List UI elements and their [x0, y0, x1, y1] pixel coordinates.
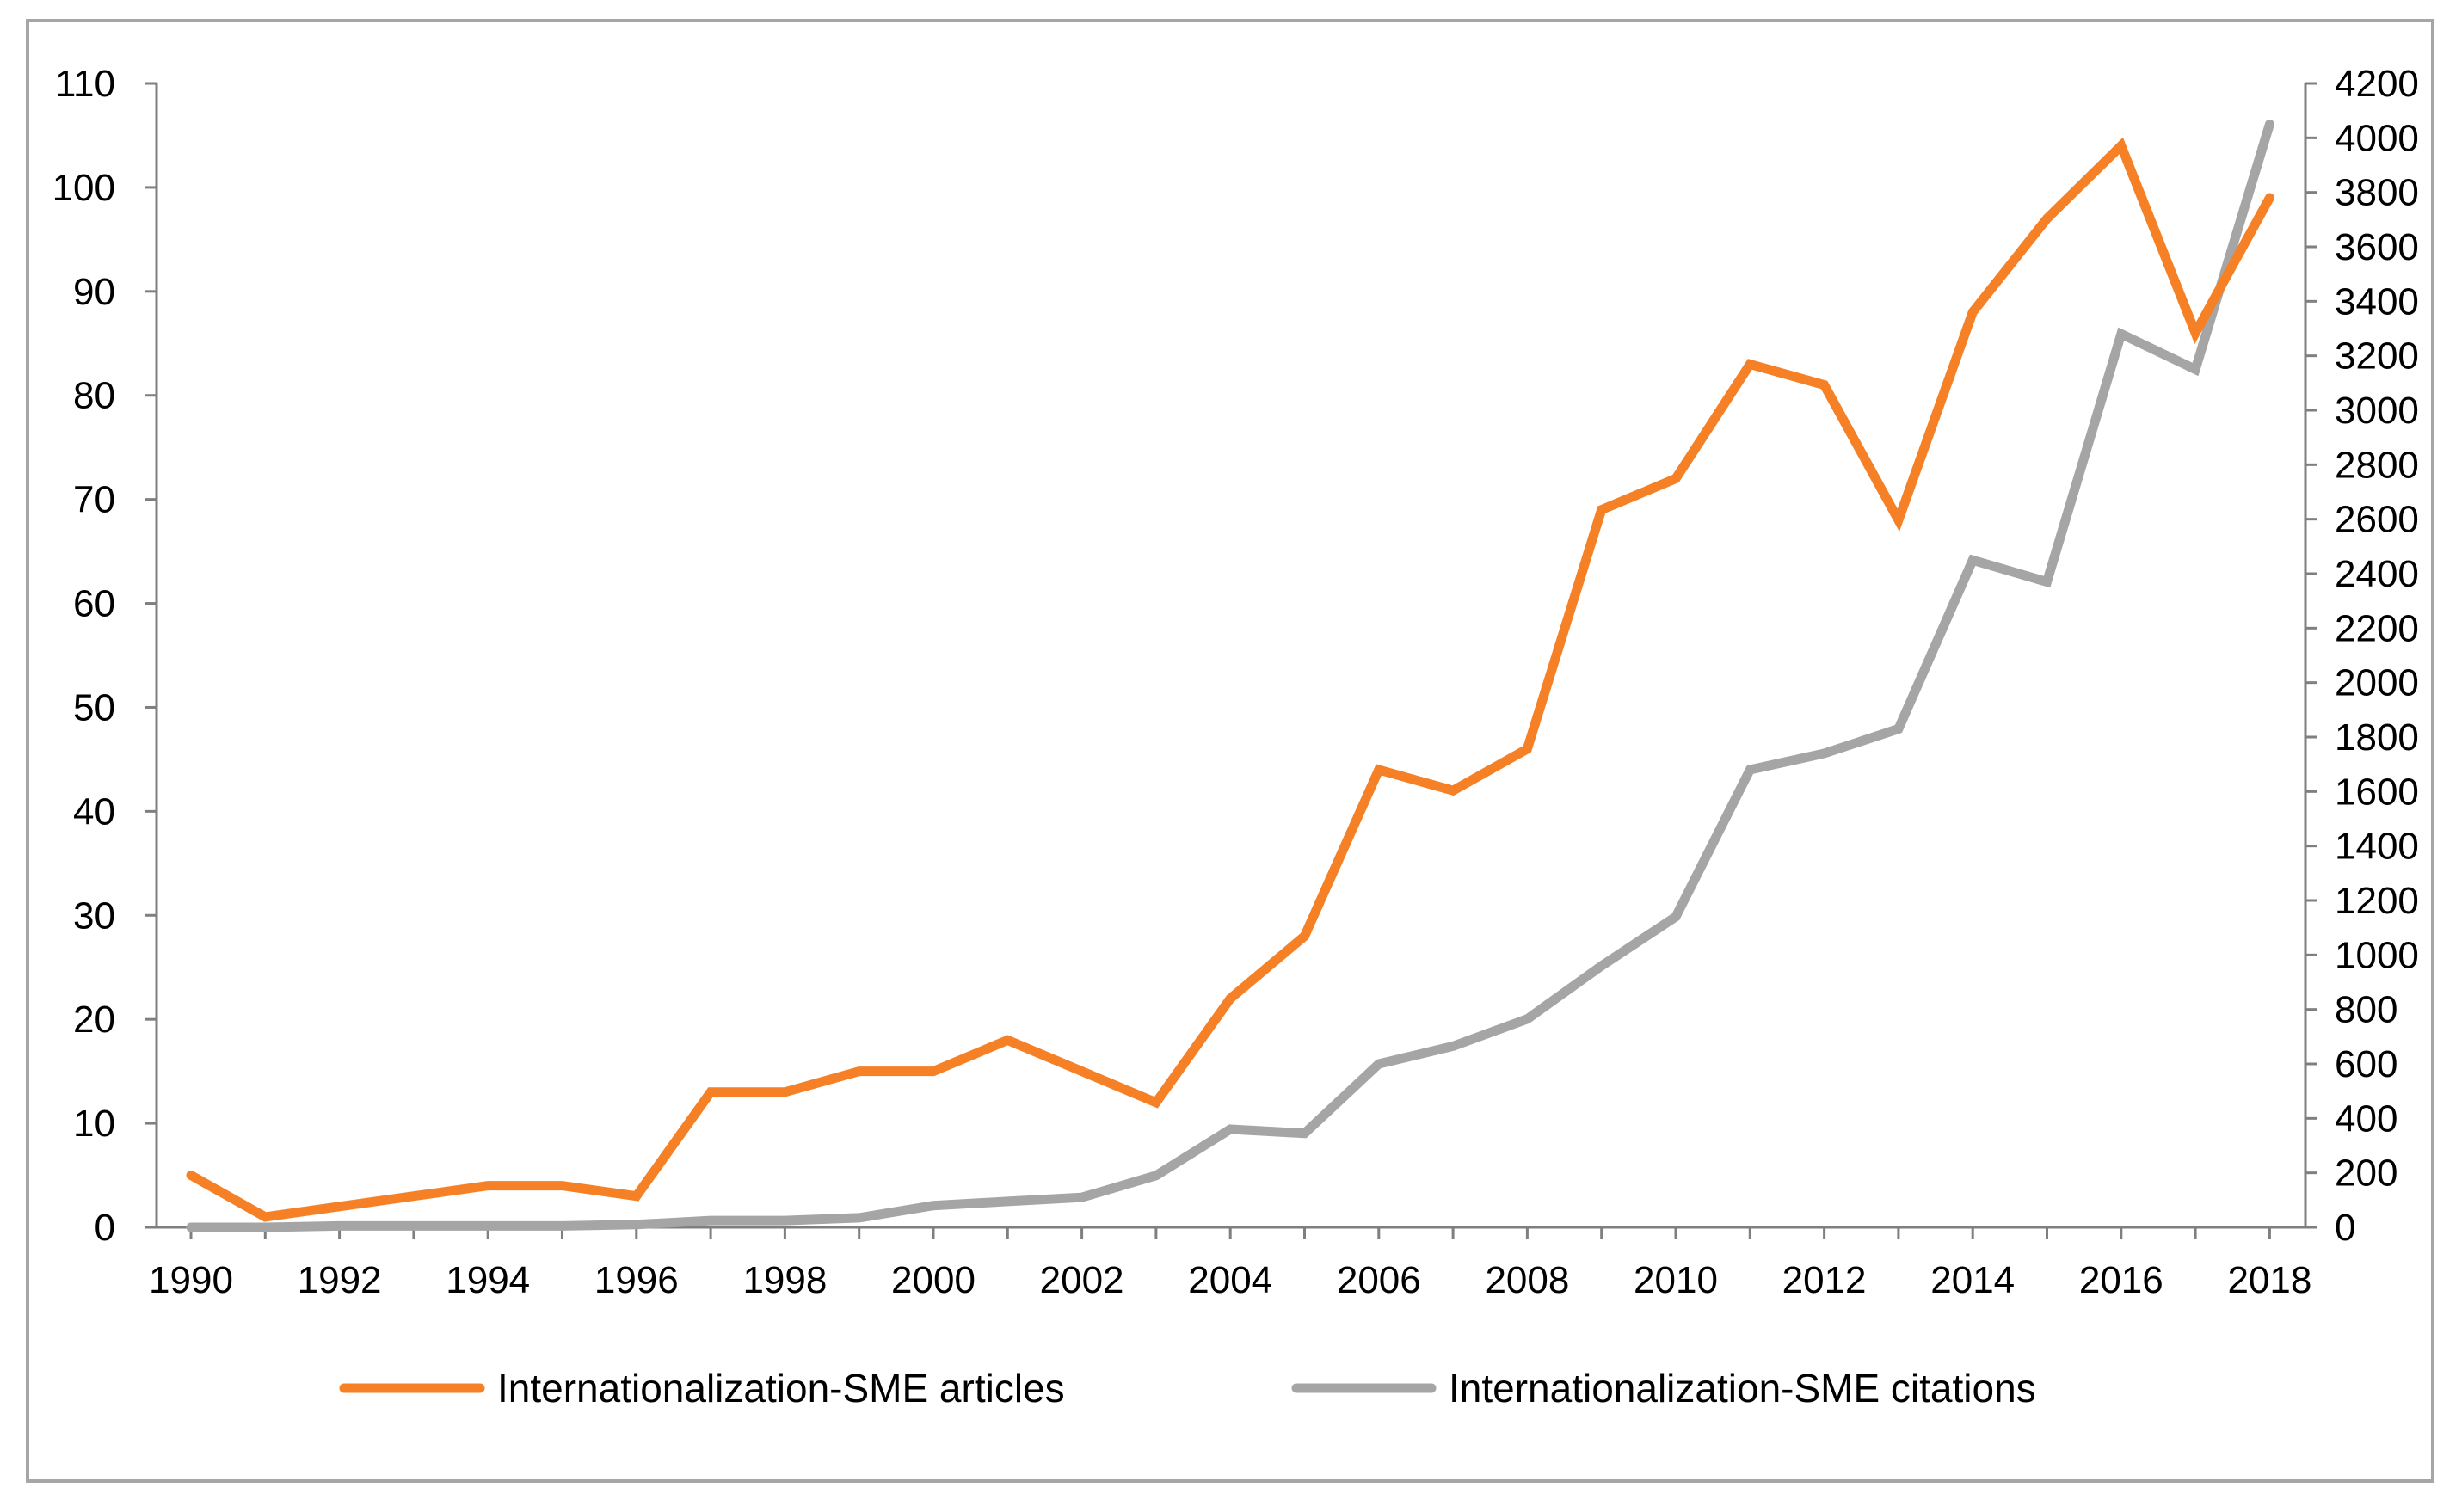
series-line-articles — [186, 137, 2274, 1222]
left-y-tick-label: 80 — [73, 375, 115, 417]
x-tick-label: 1996 — [594, 1259, 679, 1301]
x-tick-label: 1994 — [446, 1259, 530, 1301]
left-y-tick-label: 0 — [95, 1207, 115, 1249]
right-y-tick-label: 4200 — [2335, 63, 2419, 105]
right-y-tick-label: 2800 — [2335, 444, 2419, 486]
x-tick-label: 2014 — [1930, 1259, 2015, 1301]
x-tick-label: 2002 — [1040, 1259, 1124, 1301]
right-y-tick-label: 1600 — [2335, 771, 2419, 813]
right-y-tick-label: 2400 — [2335, 553, 2419, 595]
right-y-tick-label: 2600 — [2335, 499, 2419, 541]
right-y-tick-label: 3200 — [2335, 335, 2419, 378]
legend-label-articles: Internationalization-SME articles — [497, 1366, 1065, 1411]
right-y-tick-labels: 0 200 400 600 800 1000 1200 1400 1600 1800 2000 220… — [2335, 63, 2419, 1249]
right-y-tick-label: 3400 — [2335, 280, 2419, 323]
right-y-tick-label: 0 — [2335, 1207, 2355, 1249]
left-y-tick-label: 100 — [52, 167, 115, 209]
right-y-tick-label: 1400 — [2335, 826, 2419, 868]
right-y-tick-label: 200 — [2335, 1152, 2397, 1195]
x-tick-label: 2000 — [891, 1259, 976, 1301]
x-tick-label: 2012 — [1782, 1259, 1867, 1301]
left-y-tick-label: 70 — [73, 479, 115, 521]
axes — [145, 82, 2317, 1239]
x-tick-label: 1998 — [742, 1259, 827, 1301]
left-y-tick-label: 30 — [73, 894, 115, 937]
right-y-tick-label: 1800 — [2335, 716, 2419, 759]
right-y-tick-label: 3600 — [2335, 226, 2419, 268]
right-y-tick-label: 1200 — [2335, 880, 2419, 922]
x-tick-label: 1992 — [298, 1259, 382, 1301]
left-y-tick-label: 60 — [73, 583, 115, 625]
right-y-tick-label: 3000 — [2335, 390, 2419, 432]
x-tick-label: 2004 — [1188, 1259, 1272, 1301]
right-y-tick-label: 1000 — [2335, 934, 2419, 976]
left-y-tick-labels: 0 10 20 30 40 50 60 70 80 90 100 110 — [52, 63, 115, 1249]
x-tick-label: 2006 — [1337, 1259, 1421, 1301]
right-y-tick-label: 800 — [2335, 989, 2397, 1031]
right-y-tick-label: 3800 — [2335, 172, 2419, 214]
x-tick-label: 2018 — [2227, 1259, 2311, 1301]
left-y-tick-label: 50 — [73, 686, 115, 728]
right-y-tick-label: 2000 — [2335, 662, 2419, 704]
series-lines — [186, 120, 2274, 1232]
right-y-tick-label: 400 — [2335, 1097, 2397, 1140]
left-y-tick-label: 10 — [73, 1103, 115, 1145]
left-y-tick-label: 20 — [73, 999, 115, 1041]
x-tick-label: 2016 — [2079, 1259, 2163, 1301]
right-y-tick-label: 600 — [2335, 1043, 2397, 1085]
x-tick-label: 2008 — [1485, 1259, 1569, 1301]
x-tick-label: 1990 — [149, 1259, 233, 1301]
left-y-tick-label: 40 — [73, 790, 115, 833]
series-line-citations — [186, 120, 2274, 1232]
x-tick-labels: 1990 1992 1994 1996 1998 2000 2002 2004 2006 2008… — [149, 1259, 2311, 1301]
left-y-tick-label: 90 — [73, 271, 115, 313]
right-y-tick-label: 2200 — [2335, 607, 2419, 649]
legend-label-citations: Internationalization-SME citations — [1449, 1366, 2036, 1411]
x-tick-label: 2010 — [1634, 1259, 1718, 1301]
legend: Internationalization-SME articles Intern… — [339, 1366, 2036, 1411]
right-y-tick-label: 4000 — [2335, 117, 2419, 159]
left-y-tick-label: 110 — [55, 63, 115, 105]
